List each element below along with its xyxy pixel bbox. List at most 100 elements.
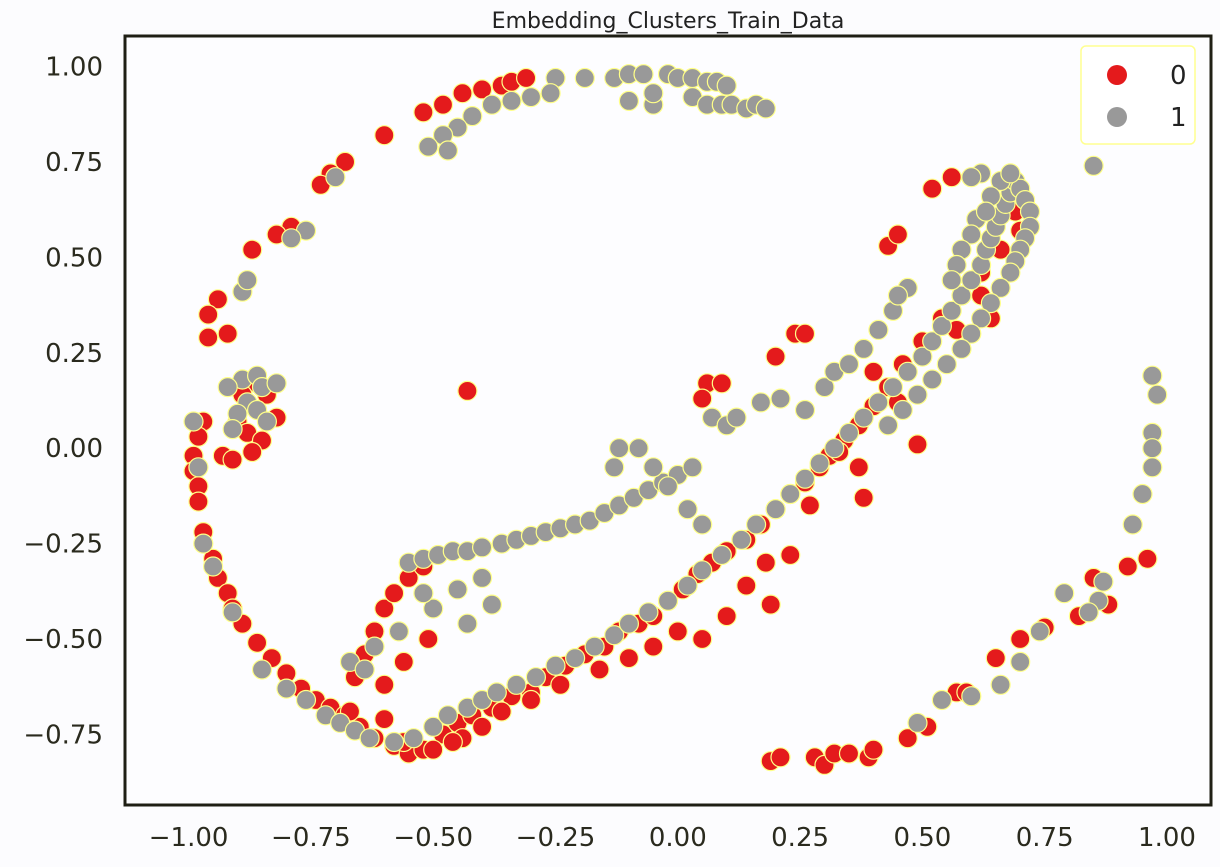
point-series-0-139 xyxy=(863,361,884,382)
point-series-0-14 xyxy=(207,289,228,310)
point-series-1-155 xyxy=(838,354,860,375)
point-series-0-89 xyxy=(418,628,439,650)
point-series-1-118 xyxy=(941,270,962,291)
point-series-1-196 xyxy=(907,712,928,734)
point-series-0-15 xyxy=(198,304,219,325)
point-series-1-56 xyxy=(545,655,566,676)
point-series-0-1 xyxy=(413,102,434,123)
point-series-0-144 xyxy=(716,605,737,627)
point-series-1-12 xyxy=(520,86,542,108)
point-series-0-130 xyxy=(692,388,713,409)
y-tick-label: 0.00 xyxy=(45,434,103,464)
point-series-1-163 xyxy=(388,621,409,642)
point-series-1-49 xyxy=(423,716,444,737)
point-series-1-198 xyxy=(961,167,982,188)
point-series-1-78 xyxy=(912,346,933,367)
point-series-1-192 xyxy=(1010,651,1031,673)
point-series-1-81 xyxy=(941,300,962,321)
legend-label-0: 0 xyxy=(1170,61,1187,91)
point-series-1-169 xyxy=(481,594,502,615)
legend-marker-1 xyxy=(1107,107,1127,127)
point-series-1-191 xyxy=(1029,621,1050,642)
point-series-1-100 xyxy=(990,277,1011,298)
legend: 0 1 xyxy=(1080,45,1196,145)
point-series-0-134 xyxy=(941,167,962,188)
point-series-1-99 xyxy=(1000,262,1021,283)
point-series-0-82 xyxy=(374,598,395,619)
point-series-1-106 xyxy=(922,369,943,390)
point-series-1-57 xyxy=(564,647,586,669)
y-axis-ticks: −0.75 −0.50 −0.25 0.00 0.25 0.50 0.75 1.00 xyxy=(23,53,103,751)
point-series-1-167 xyxy=(413,583,434,604)
point-series-1-197 xyxy=(1083,155,1104,176)
point-series-1-15 xyxy=(462,105,483,127)
point-series-0-112 xyxy=(985,647,1006,669)
point-series-1-64 xyxy=(692,560,713,581)
point-series-1-177 xyxy=(217,377,238,398)
point-series-1-108 xyxy=(892,399,913,421)
point-series-1-59 xyxy=(604,625,625,646)
point-series-1-190 xyxy=(1054,583,1075,604)
point-series-1-71 xyxy=(809,453,830,474)
point-series-0-142 xyxy=(755,552,776,573)
legend-label-1: 1 xyxy=(1170,103,1187,133)
y-tick-label: 0.75 xyxy=(45,148,103,178)
point-series-1-46 xyxy=(359,728,380,749)
y-tick-label: 0.25 xyxy=(45,339,103,369)
point-series-1-184 xyxy=(1142,457,1163,478)
point-series-0-17 xyxy=(217,323,238,344)
point-series-1-63 xyxy=(677,575,698,596)
point-series-0-120 xyxy=(760,594,781,615)
point-series-1-22 xyxy=(643,83,664,104)
point-series-1-53 xyxy=(486,682,507,703)
point-series-1-38 xyxy=(203,556,224,577)
point-series-1-19 xyxy=(437,140,458,161)
point-series-1-41 xyxy=(276,678,297,699)
point-series-1-156 xyxy=(853,338,874,359)
point-series-1-79 xyxy=(922,331,943,352)
point-series-1-140 xyxy=(604,457,625,478)
y-tick-label: −0.25 xyxy=(23,530,103,560)
point-series-1-75 xyxy=(868,392,889,413)
point-series-1-139 xyxy=(682,457,703,478)
point-series-1-152 xyxy=(794,399,816,421)
point-series-1-109 xyxy=(877,415,899,436)
point-series-0-122 xyxy=(853,487,874,508)
y-tick-label: −0.50 xyxy=(23,625,103,655)
point-series-0-8 xyxy=(335,151,356,172)
point-series-0-152 xyxy=(491,701,512,722)
point-series-1-30 xyxy=(325,167,346,188)
x-tick-label: −0.75 xyxy=(271,823,351,853)
point-series-1-168 xyxy=(457,613,478,634)
point-series-1-153 xyxy=(814,377,835,398)
point-series-1-145 xyxy=(677,499,698,520)
point-series-0-0 xyxy=(374,125,395,146)
point-series-1-70 xyxy=(794,468,816,489)
point-series-1-11 xyxy=(540,83,561,104)
point-series-1-80 xyxy=(931,315,953,337)
point-series-0-155 xyxy=(442,731,463,753)
point-series-0-113 xyxy=(1010,628,1031,650)
x-tick-label: 0.50 xyxy=(893,823,951,853)
point-series-1-73 xyxy=(838,422,860,443)
plot-background xyxy=(125,36,1211,805)
point-series-0-149 xyxy=(589,659,610,680)
point-series-1-60 xyxy=(618,613,640,634)
point-series-1-149 xyxy=(726,407,747,428)
point-series-1-185 xyxy=(1132,483,1153,505)
x-tick-label: −0.25 xyxy=(516,823,596,853)
point-series-0-143 xyxy=(736,575,757,596)
point-series-1-13 xyxy=(501,90,522,112)
point-series-1-125 xyxy=(472,537,493,558)
point-series-1-76 xyxy=(882,377,904,398)
x-tick-label: 0.25 xyxy=(771,823,829,853)
chart-title: Embedding_Clusters_Train_Data xyxy=(492,9,845,34)
points-layer xyxy=(183,64,1168,776)
point-series-0-117 xyxy=(1117,556,1138,577)
point-series-0-140 xyxy=(799,495,821,516)
point-series-1-144 xyxy=(657,476,679,497)
point-series-1-195 xyxy=(931,689,953,711)
legend-marker-0 xyxy=(1107,65,1127,85)
point-series-1-82 xyxy=(951,285,972,306)
